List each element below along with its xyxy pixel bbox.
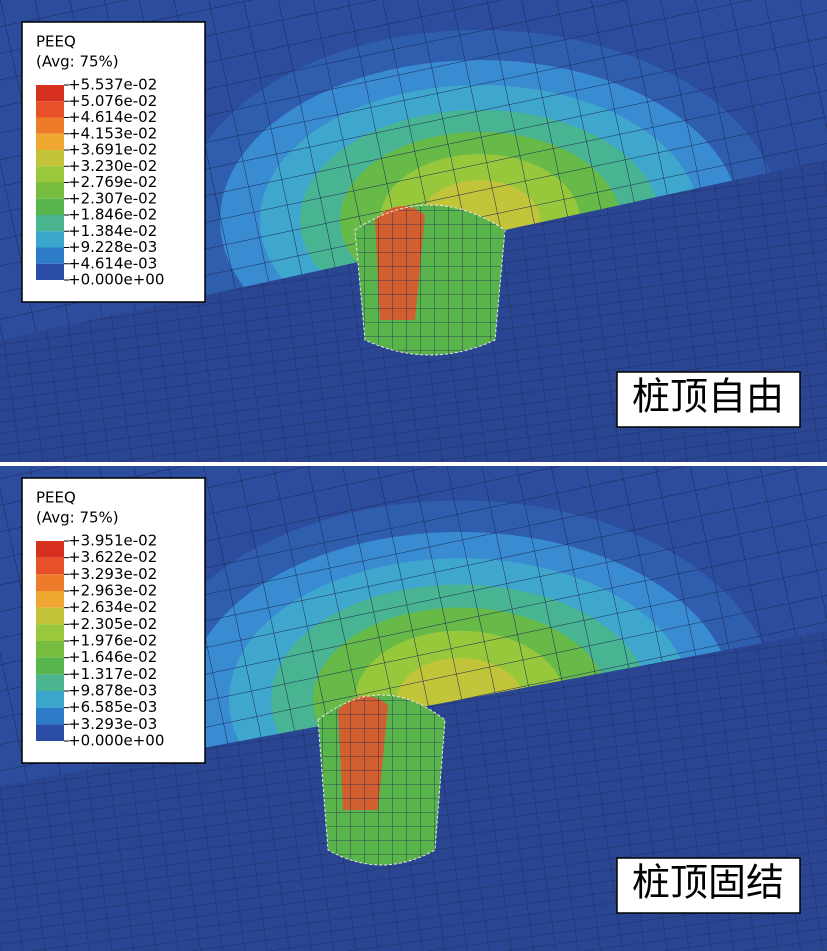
legend-swatch [36, 166, 64, 183]
legend-swatch [36, 691, 64, 708]
legend-title: PEEQ [36, 33, 76, 51]
legend-label: +2.634e-02 [68, 598, 157, 616]
legend-swatch [36, 591, 64, 608]
hole-mesh [317, 694, 446, 866]
legend-label: +5.076e-02 [68, 92, 157, 110]
legend-swatch [36, 247, 64, 264]
legend-label: +4.614e-03 [68, 254, 157, 272]
legend-label: +3.951e-02 [68, 532, 157, 550]
legend-swatch [36, 641, 64, 658]
legend-swatch [36, 150, 64, 167]
legend-swatch [36, 263, 64, 280]
legend-label: +1.317e-02 [68, 665, 157, 683]
legend-subtitle: (Avg: 75%) [36, 509, 119, 527]
legend-swatch [36, 215, 64, 232]
legend-label: +3.293e-03 [68, 715, 157, 733]
legend-label: +0.000e+00 [68, 271, 164, 289]
caption-box [616, 371, 801, 428]
hole-mesh [354, 204, 506, 356]
legend-swatch [36, 557, 64, 575]
caption: 桩顶固结 [632, 863, 784, 905]
caption: 桩顶自由 [632, 377, 784, 419]
legend-swatch [36, 85, 64, 102]
panel: PEEQ(Avg: 75%)+5.537e-02+5.076e-02+4.614… [0, 0, 827, 462]
caption-box [616, 857, 801, 914]
legend-swatch [36, 707, 64, 725]
legend-subtitle: (Avg: 75%) [36, 53, 119, 71]
legend-swatch [36, 231, 64, 248]
legend-swatch [36, 624, 64, 641]
legend-swatch [36, 674, 64, 691]
panel-divider [0, 462, 827, 466]
legend-label: +4.614e-02 [68, 108, 157, 126]
legend-label: +3.293e-02 [68, 565, 157, 583]
legend-swatch [36, 607, 64, 625]
legend-label: +1.976e-02 [68, 632, 157, 650]
legend-label: +1.384e-02 [68, 222, 157, 240]
legend-swatch [36, 541, 64, 558]
legend-swatch [36, 574, 64, 591]
legend-label: +3.622e-02 [68, 548, 157, 566]
legend-label: +2.307e-02 [68, 189, 157, 207]
legend-label: +2.963e-02 [68, 582, 157, 600]
legend-swatch [36, 724, 64, 741]
legend-title: PEEQ [36, 489, 76, 507]
legend-label: +9.228e-03 [68, 238, 157, 256]
legend-label: +1.646e-02 [68, 648, 157, 666]
legend-swatch [36, 101, 64, 118]
legend-label: +6.585e-03 [68, 698, 157, 716]
legend-label: +3.230e-02 [68, 157, 157, 175]
legend-swatch [36, 657, 64, 675]
legend-label: +0.000e+00 [68, 732, 164, 750]
legend-label: +3.691e-02 [68, 141, 157, 159]
legend-label: +2.769e-02 [68, 173, 157, 191]
legend-swatch [36, 117, 64, 134]
legend-label: +2.305e-02 [68, 615, 157, 633]
legend-label: +4.153e-02 [68, 124, 157, 142]
legend-label: +9.878e-03 [68, 682, 157, 700]
legend-swatch [36, 182, 64, 199]
legend-label: +1.846e-02 [68, 206, 157, 224]
panel: PEEQ(Avg: 75%)+3.951e-02+3.622e-02+3.293… [0, 466, 827, 951]
legend-label: +5.537e-02 [68, 76, 157, 94]
legend-swatch [36, 198, 64, 215]
legend-swatch [36, 133, 64, 150]
